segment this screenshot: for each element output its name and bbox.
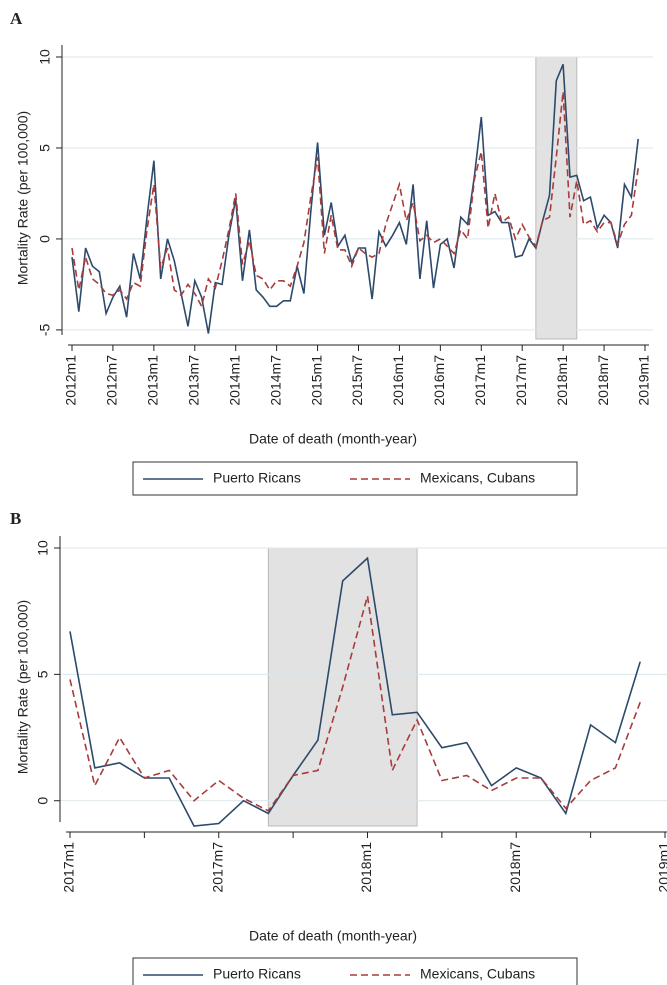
panel-label: B [10, 509, 21, 528]
legend-box [132, 957, 578, 985]
y-tick-label: -5 [37, 323, 53, 336]
x-tick-label: 2018m7 [595, 355, 611, 406]
x-tick-label: 2014m7 [267, 355, 283, 406]
x-tick-label: 2015m1 [308, 355, 324, 406]
x-tick-label: 2019m1 [636, 355, 652, 406]
x-tick-label: 2017m7 [209, 842, 225, 893]
x-tick-label: 2013m7 [185, 355, 201, 406]
series-line [69, 595, 641, 812]
x-tick-label: 2017m1 [472, 355, 488, 406]
series-line [71, 91, 639, 309]
x-tick-label: 2017m1 [61, 842, 77, 893]
x-tick-label: 2016m7 [431, 355, 447, 406]
x-tick-label: 2015m7 [349, 355, 365, 406]
highlight-region [535, 56, 578, 340]
legend-box [132, 461, 578, 496]
y-tick-label: 10 [35, 540, 51, 556]
y-axis-title: Mortality Rate (per 100,000) [15, 600, 31, 774]
legend-label: Puerto Ricans [213, 966, 301, 982]
y-tick-label: 10 [37, 49, 53, 65]
y-tick-label: 0 [37, 235, 53, 243]
x-tick-label: 2017m7 [513, 355, 529, 406]
y-tick-label: 0 [35, 797, 51, 805]
x-tick-label: 2012m7 [104, 355, 120, 406]
x-tick-label: 2018m7 [507, 842, 523, 893]
x-axis-title: Date of death (month-year) [249, 431, 417, 447]
x-tick-label: 2013m1 [145, 355, 161, 406]
legend-label: Mexicans, Cubans [420, 470, 535, 486]
legend-label: Mexicans, Cubans [420, 966, 535, 982]
x-tick-label: 2019m1 [656, 842, 667, 893]
x-tick-label: 2014m1 [226, 355, 242, 406]
x-tick-label: 2018m1 [554, 355, 570, 406]
x-axis-title: Date of death (month-year) [249, 928, 417, 944]
panel-label: A [10, 9, 23, 28]
x-tick-label: 2012m1 [63, 355, 79, 406]
x-tick-label: 2016m1 [390, 355, 406, 406]
y-tick-label: 5 [37, 144, 53, 152]
legend-label: Puerto Ricans [213, 470, 301, 486]
y-axis-title: Mortality Rate (per 100,000) [15, 111, 31, 285]
y-tick-label: 5 [35, 670, 51, 678]
x-tick-label: 2018m1 [358, 842, 374, 893]
